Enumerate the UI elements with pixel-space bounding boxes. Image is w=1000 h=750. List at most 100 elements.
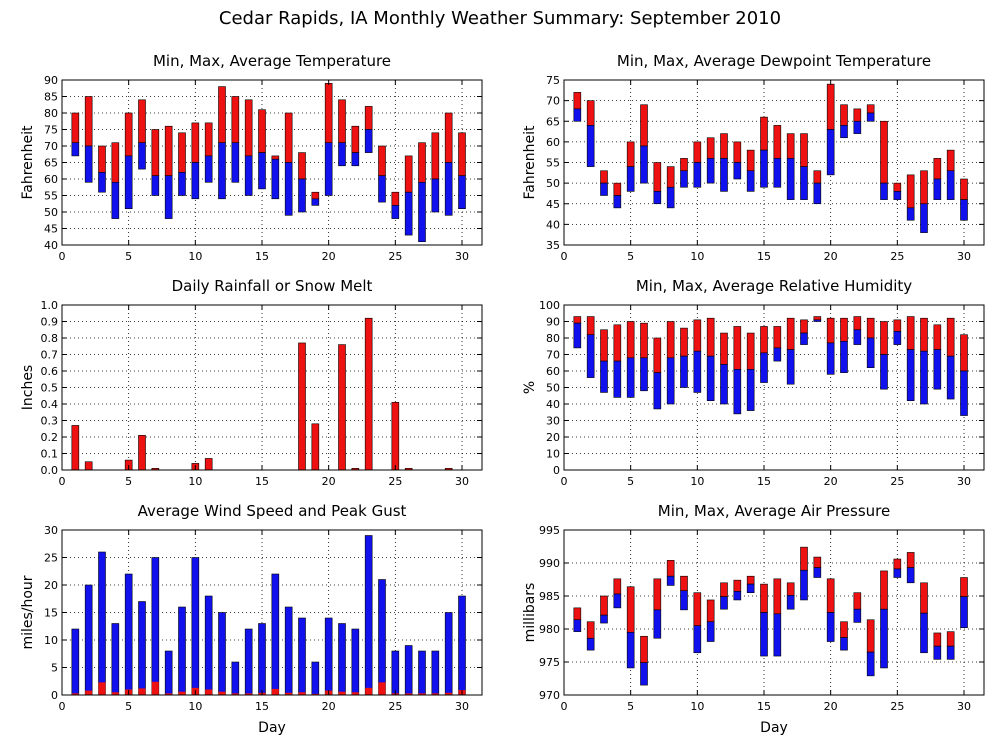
y-tick-label: 85: [44, 91, 58, 104]
y-axis-label: Fahrenheit: [522, 125, 538, 200]
lower-range-bar: [746, 369, 755, 411]
plot-frame: [563, 529, 985, 696]
lower-range-bar: [640, 145, 648, 184]
upper-range-bar: [960, 577, 968, 597]
y-tick-label: 970: [539, 689, 560, 702]
upper-range-bar: [573, 92, 582, 110]
lower-range-bar: [600, 182, 608, 196]
upper-range-bar: [706, 599, 715, 623]
avg-wind-bar: [178, 691, 186, 695]
panel-title: Min, Max, Average Air Pressure: [658, 502, 890, 520]
upper-range-bar: [151, 129, 160, 177]
upper-range-bar: [258, 109, 266, 153]
lower-range-bar: [733, 162, 742, 180]
rain-bar: [71, 425, 80, 471]
x-tick-label: 25: [388, 700, 402, 713]
upper-range-bar: [893, 319, 902, 332]
lower-range-bar: [720, 364, 728, 405]
lower-range-bar: [693, 625, 702, 654]
lower-range-bar: [666, 575, 675, 586]
upper-range-bar: [760, 116, 768, 151]
lower-range-bar: [960, 199, 968, 221]
upper-range-bar: [640, 104, 648, 147]
y-tick-label: 20: [546, 431, 560, 444]
x-tick-label: 0: [561, 475, 568, 488]
peak-gust-bar: [338, 623, 346, 696]
y-tick-label: 0: [553, 464, 560, 477]
upper-range-bar: [773, 578, 782, 615]
upper-range-bar: [178, 132, 186, 173]
lower-range-bar: [813, 567, 822, 578]
upper-range-bar: [760, 583, 768, 613]
upper-range-bar: [613, 182, 622, 196]
lower-range-bar: [626, 631, 635, 669]
avg-wind-bar: [271, 688, 279, 695]
upper-range-bar: [720, 332, 728, 365]
upper-range-bar: [680, 327, 688, 357]
upper-range-bar: [840, 104, 848, 126]
x-tick-label: 10: [690, 250, 704, 263]
upper-range-bar: [204, 122, 213, 157]
upper-range-bar: [404, 155, 413, 193]
lower-range-bar: [840, 637, 848, 651]
upper-range-bar: [840, 621, 848, 638]
x-tick-label: 10: [188, 250, 202, 263]
x-tick-label: 30: [957, 475, 971, 488]
avg-wind-bar: [311, 693, 319, 695]
upper-range-bar: [893, 558, 902, 570]
lower-range-bar: [164, 175, 173, 219]
x-tick-label: 15: [757, 700, 771, 713]
y-tick-label: 990: [539, 557, 560, 570]
lower-range-bar: [284, 162, 293, 216]
panel-title: Average Wind Speed and Peak Gust: [138, 502, 407, 520]
avg-wind-bar: [231, 693, 239, 695]
lower-range-bar: [893, 331, 902, 345]
lower-range-bar: [258, 152, 266, 190]
upper-range-bar: [906, 316, 915, 350]
lower-range-bar: [640, 357, 648, 392]
upper-range-bar: [311, 191, 320, 200]
upper-range-bar: [826, 317, 835, 344]
upper-range-bar: [880, 120, 888, 184]
lower-range-bar: [920, 612, 928, 654]
y-tick-label: 15: [44, 607, 58, 620]
upper-range-bar: [444, 112, 453, 163]
avg-wind-bar: [205, 689, 213, 695]
peak-gust-bar: [391, 650, 400, 696]
y-tick-label: 50: [44, 206, 58, 219]
y-tick-label: 60: [546, 136, 560, 149]
upper-range-bar: [826, 578, 835, 613]
upper-range-bar: [680, 158, 688, 172]
lower-range-bar: [364, 129, 373, 153]
peak-gust-bar: [298, 617, 306, 696]
upper-range-bar: [880, 570, 888, 610]
lower-range-bar: [706, 158, 715, 184]
upper-range-bar: [666, 321, 675, 359]
avg-wind-bar: [351, 692, 359, 695]
y-tick-label: 35: [546, 239, 560, 252]
avg-wind-bar: [151, 681, 159, 695]
y-tick-label: 0.9: [41, 316, 59, 329]
y-tick-label: 10: [44, 634, 58, 647]
lower-range-bar: [680, 355, 688, 388]
avg-wind-bar: [418, 693, 426, 695]
x-tick-label: 25: [890, 250, 904, 263]
lower-range-bar: [378, 175, 386, 203]
peak-gust-bar: [258, 623, 266, 696]
lower-range-bar: [84, 145, 93, 183]
upper-range-bar: [586, 621, 595, 639]
upper-range-bar: [933, 324, 942, 350]
lower-range-bar: [826, 342, 835, 375]
x-tick-label: 20: [824, 700, 838, 713]
lower-range-bar: [906, 349, 915, 401]
y-tick-label: 75: [44, 124, 58, 137]
lower-range-bar: [706, 621, 715, 642]
upper-range-bar: [271, 155, 280, 160]
lower-range-bar: [653, 609, 662, 639]
lower-range-bar: [840, 340, 848, 373]
peak-gust-bar: [378, 579, 386, 696]
y-axis-label: millibars: [522, 583, 538, 643]
lower-range-bar: [586, 334, 595, 378]
upper-range-bar: [920, 170, 928, 205]
y-tick-label: 995: [539, 524, 560, 537]
